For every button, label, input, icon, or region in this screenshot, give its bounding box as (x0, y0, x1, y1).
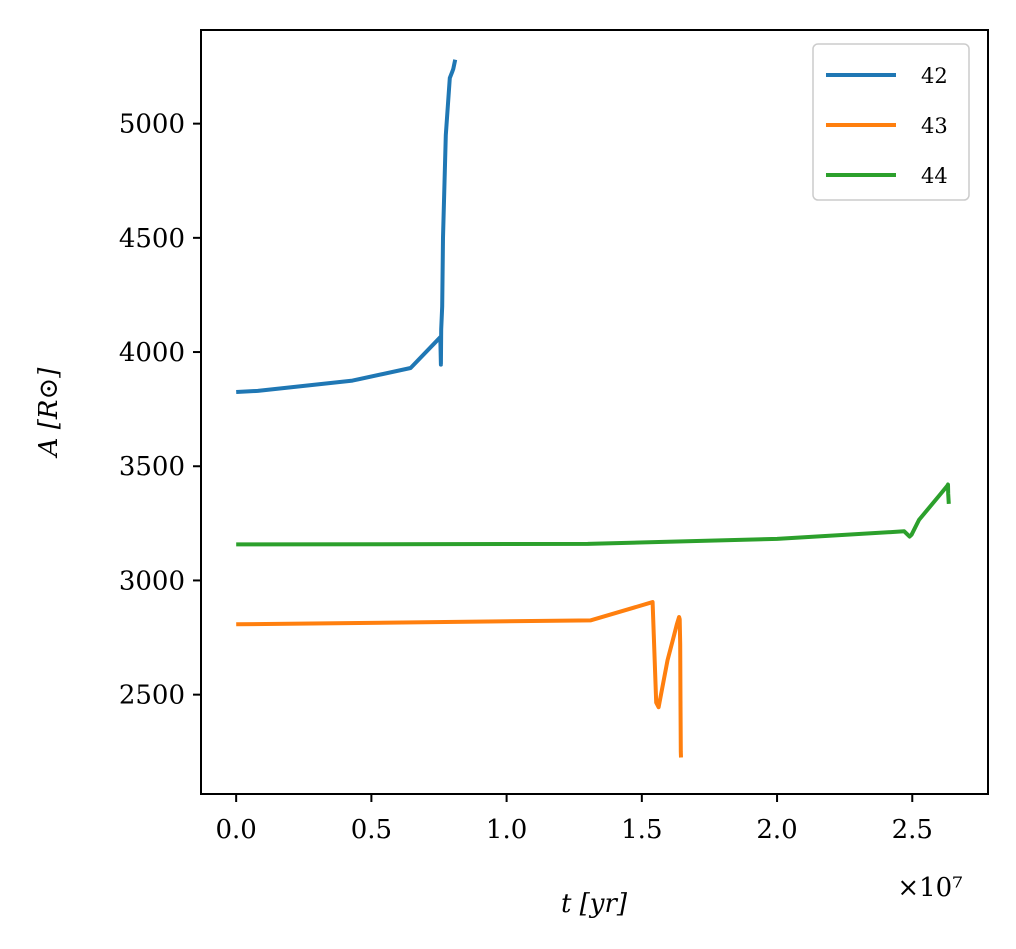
y-tick-label: 3000 (119, 566, 185, 596)
y-axis-ticks: 2500 3000 3500 4000 4500 5000 (119, 110, 201, 711)
legend-label-42: 42 (921, 64, 948, 88)
legend-box (812, 43, 970, 201)
y-tick-label: 3500 (119, 452, 185, 482)
x-axis-label: t [yr] (561, 889, 628, 919)
legend-label-44: 44 (921, 164, 948, 188)
y-tick-label: 4500 (119, 224, 185, 254)
x-axis-ticks: 0.0 0.5 1.0 1.5 2.0 2.5 (215, 794, 933, 845)
series-line-44 (236, 482, 951, 547)
legend: 42 43 44 (812, 43, 970, 201)
series-line-43 (236, 600, 683, 758)
x-tick-label: 2.0 (756, 815, 797, 845)
y-tick-label: 4000 (119, 338, 185, 368)
plot-frame (200, 29, 989, 795)
x-axis-offset-label: ×10⁷ (897, 873, 962, 903)
y-tick-label: 2500 (119, 681, 185, 711)
x-tick-label: 1.5 (621, 815, 662, 845)
series-line-42 (236, 59, 458, 394)
y-axis-label: A [R⊙] (34, 367, 64, 459)
x-tick-label: 1.0 (486, 815, 527, 845)
series-layer (236, 59, 951, 758)
x-tick-label: 0.0 (215, 815, 256, 845)
y-tick-label: 5000 (119, 110, 185, 140)
x-tick-label: 2.5 (892, 815, 933, 845)
x-tick-label: 0.5 (351, 815, 392, 845)
legend-label-43: 43 (921, 114, 948, 138)
